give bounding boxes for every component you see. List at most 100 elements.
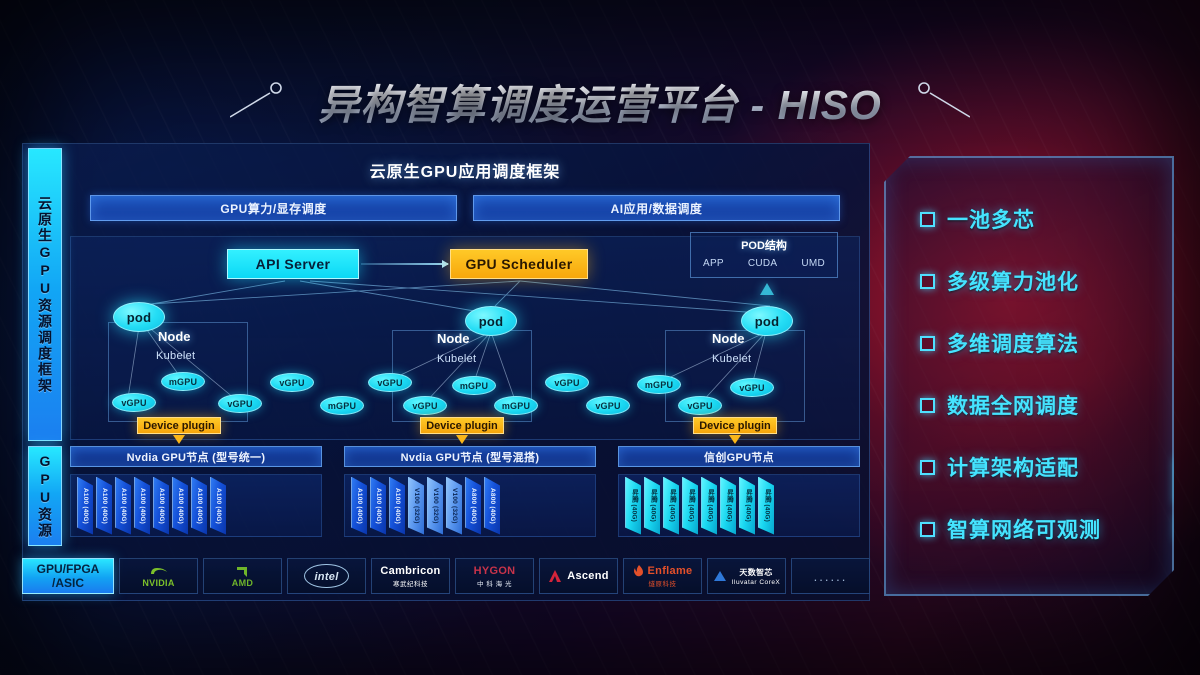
feature-label-4: 计算架构适配 <box>947 457 1079 480</box>
vendor-intel-name: intel <box>314 571 339 583</box>
gpu-card-2-7[interactable]: 昇腾 (40G) <box>758 477 774 535</box>
device-plugin-1[interactable]: Device plugin <box>137 417 221 434</box>
gpu-card-1-4[interactable]: V100 (32G) <box>427 477 443 535</box>
gpu-card-label-2-7: 昇腾 (40G) <box>763 488 771 523</box>
mgpu-bubble-2-3[interactable]: mGPU <box>452 376 496 395</box>
ascend-logo-icon <box>549 570 562 582</box>
gpu-card-label-1-4: V100 (32G) <box>432 487 439 524</box>
pod-bubble-3[interactable]: pod <box>741 306 793 336</box>
device-plugin-3[interactable]: Device plugin <box>693 417 777 434</box>
vgpu-bubble-2-5[interactable]: vGPU <box>545 373 589 392</box>
vendor-hygon[interactable]: HYGON 中 科 海 光 <box>455 558 534 594</box>
gpu-card-label-2-5: 昇腾 (40G) <box>725 488 733 523</box>
iluvatar-logo-icon <box>713 571 726 581</box>
framework-header: 云原生GPU应用调度框架 GPU算力/显存调度 AI应用/数据调度 <box>70 152 860 232</box>
gpu-card-2-6[interactable]: 昇腾 (40G) <box>739 477 755 535</box>
gpu-card-1-0[interactable]: A100 (40G) <box>351 477 367 535</box>
gpu-scheduler-node[interactable]: GPU Scheduler <box>450 249 588 279</box>
vendor-hygon-name: HYGON <box>473 564 516 577</box>
pod-item-umd: UMD <box>801 258 825 269</box>
vendor-intel[interactable]: intel <box>287 558 366 594</box>
title-left-deco-icon <box>230 81 300 121</box>
gpu-column-domestic: 信创GPU节点 昇腾 (40G) 昇腾 (40G) 昇腾 (40G) 昇腾 (40G)… <box>618 446 860 537</box>
vendor-nvidia[interactable]: NVIDIA <box>119 558 198 594</box>
mgpu-bubble-3-1[interactable]: mGPU <box>637 375 681 394</box>
gpu-resource-zone: Nvdia GPU节点 (型号统一) A100 (40G) A100 (40G) A… <box>70 446 860 546</box>
kubelet-label-1: Kubelet <box>156 350 196 362</box>
gpu-card-0-3[interactable]: A100 (40G) <box>134 477 150 535</box>
gpu-card-0-6[interactable]: A100 (40G) <box>191 477 207 535</box>
gpu-card-0-4[interactable]: A100 (40G) <box>153 477 169 535</box>
framework-bar-compute[interactable]: GPU算力/显存调度 <box>90 195 457 221</box>
gpu-card-0-1[interactable]: A100 (40G) <box>96 477 112 535</box>
checkbox-icon-2 <box>920 336 935 351</box>
feature-item-1[interactable]: 多级算力池化 <box>920 250 1172 312</box>
gpu-card-1-2[interactable]: A100 (40G) <box>389 477 405 535</box>
framework-bar-row: GPU算力/显存调度 AI应用/数据调度 <box>70 195 860 221</box>
gpu-card-1-7[interactable]: A800 (40G) <box>484 477 500 535</box>
vendor-nvidia-name: NVIDIA <box>142 577 175 588</box>
api-server-node[interactable]: API Server <box>227 249 359 279</box>
gpu-card-label-2-0: 昇腾 (40G) <box>630 488 638 523</box>
vgpu-bubble-3-4[interactable]: vGPU <box>730 378 774 397</box>
gpu-column-header-2: 信创GPU节点 <box>618 446 860 467</box>
vgpu-bubble-1-4[interactable]: vGPU <box>270 373 314 392</box>
api-to-scheduler-arrow <box>361 260 449 268</box>
vgpu-bubble-3-2[interactable]: vGPU <box>678 396 722 415</box>
gpu-card-2-0[interactable]: 昇腾 (40G) <box>625 477 641 535</box>
vendor-strip: GPU/FPGA /ASIC NVIDIA AMD intel <box>22 558 870 594</box>
gpu-card-2-4[interactable]: 昇腾 (40G) <box>701 477 717 535</box>
device-plugin-arrow-3-icon <box>729 435 741 444</box>
vgpu-bubble-1-3[interactable]: vGPU <box>218 394 262 413</box>
checkbox-icon-4 <box>920 460 935 475</box>
gpu-card-label-2-4: 昇腾 (40G) <box>706 488 714 523</box>
gpu-card-1-1[interactable]: A100 (40G) <box>370 477 386 535</box>
feature-item-5[interactable]: 智算网络可观测 <box>920 498 1172 560</box>
vgpu-bubble-1-1[interactable]: vGPU <box>112 393 156 412</box>
mgpu-bubble-1-5[interactable]: mGPU <box>320 396 364 415</box>
mgpu-bubble-2-4[interactable]: mGPU <box>494 396 538 415</box>
pod-bubble-1[interactable]: pod <box>113 302 165 332</box>
vendor-enflame[interactable]: Enflame 燧原科技 <box>623 558 702 594</box>
checkbox-icon-0 <box>920 212 935 227</box>
feature-label-1: 多级算力池化 <box>947 271 1079 294</box>
gpu-card-2-2[interactable]: 昇腾 (40G) <box>663 477 679 535</box>
vendor-amd[interactable]: AMD <box>203 558 282 594</box>
gpu-card-0-7[interactable]: A100 (40G) <box>210 477 226 535</box>
pod-bubble-2[interactable]: pod <box>465 306 517 336</box>
feature-item-2[interactable]: 多维调度算法 <box>920 312 1172 374</box>
feature-item-3[interactable]: 数据全网调度 <box>920 374 1172 436</box>
node-title-2: Node <box>437 331 470 346</box>
feature-item-4[interactable]: 计算架构适配 <box>920 436 1172 498</box>
vendor-iluvatar[interactable]: 天数智芯 Iluvatar CoreX <box>707 558 786 594</box>
amd-logo-icon <box>236 566 247 577</box>
gpu-card-0-5[interactable]: A100 (40G) <box>172 477 188 535</box>
gpu-card-1-6[interactable]: A800 (40G) <box>465 477 481 535</box>
framework-bar-ai-data[interactable]: AI应用/数据调度 <box>473 195 840 221</box>
gpu-card-1-5[interactable]: V100 (32G) <box>446 477 462 535</box>
device-plugin-2[interactable]: Device plugin <box>420 417 504 434</box>
mgpu-bubble-1-2[interactable]: mGPU <box>161 372 205 391</box>
gpu-card-label-2-1: 昇腾 (40G) <box>649 488 657 523</box>
gpu-card-0-2[interactable]: A100 (40G) <box>115 477 131 535</box>
vgpu-bubble-3-3[interactable]: vGPU <box>586 396 630 415</box>
vendor-iluvatar-sub: Iluvatar CoreX <box>731 578 781 586</box>
gpu-card-2-3[interactable]: 昇腾 (40G) <box>682 477 698 535</box>
nvidia-logo-icon <box>150 567 167 574</box>
gpu-card-label-2-3: 昇腾 (40G) <box>687 488 695 523</box>
gpu-card-2-1[interactable]: 昇腾 (40G) <box>644 477 660 535</box>
vendor-more[interactable]: ...... <box>791 558 870 594</box>
vendor-ascend[interactable]: Ascend <box>539 558 618 594</box>
gpu-card-label-1-7: A800 (40G) <box>489 487 496 524</box>
gpu-card-1-3[interactable]: V100 (32G) <box>408 477 424 535</box>
feature-item-0[interactable]: 一池多芯 <box>920 188 1172 250</box>
vgpu-bubble-2-2[interactable]: vGPU <box>403 396 447 415</box>
vendor-cambricon[interactable]: Cambricon 寒武纪科技 <box>371 558 450 594</box>
gpu-card-0-0[interactable]: A100 (40G) <box>77 477 93 535</box>
vgpu-bubble-2-1[interactable]: vGPU <box>368 373 412 392</box>
gpu-card-2-5[interactable]: 昇腾 (40G) <box>720 477 736 535</box>
pod-uplink-arrow-icon <box>760 283 774 295</box>
kubelet-label-2: Kubelet <box>437 353 477 365</box>
gpu-card-label-0-3: A100 (40G) <box>139 487 146 524</box>
